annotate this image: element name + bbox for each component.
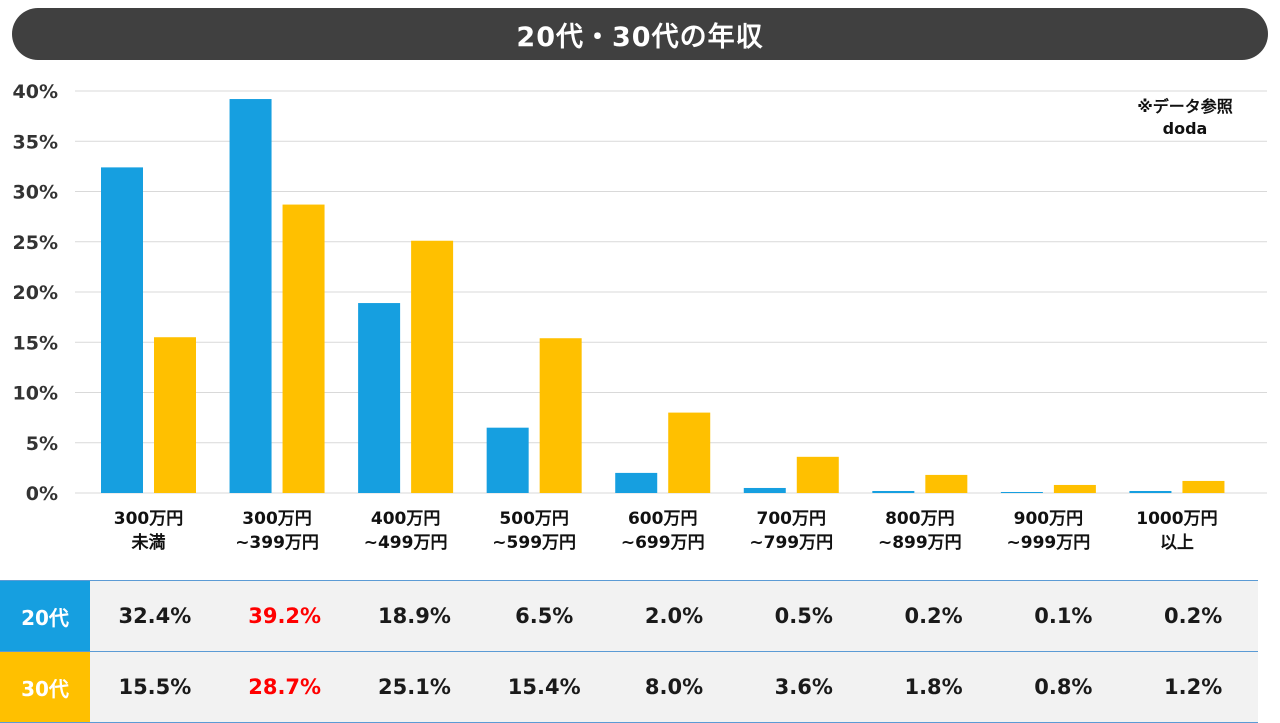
chart-title: 20代・30代の年収 xyxy=(516,21,764,53)
row-label: 30代 xyxy=(0,652,90,722)
bar-series1 xyxy=(101,167,143,493)
x-tick-label: ~499万円 xyxy=(364,533,448,553)
table-cell: 39.2% xyxy=(248,604,322,628)
y-tick-label: 40% xyxy=(13,81,58,103)
bar-series1 xyxy=(872,490,915,493)
bar-series2 xyxy=(668,412,711,493)
y-tick-label: 5% xyxy=(26,433,58,455)
bar-series2 xyxy=(1053,484,1096,493)
table-cell: 6.5% xyxy=(515,604,574,628)
y-tick-label: 0% xyxy=(26,483,58,505)
row-label: 20代 xyxy=(0,581,90,651)
bar-series2 xyxy=(154,337,196,493)
bar-series2 xyxy=(925,474,968,493)
table-row: 30代 15.5% 28.7% 25.1% 15.4% 8.0% 3.6% 1.8% 0.8% 1… xyxy=(0,651,1258,723)
table-cell: 0.1% xyxy=(1034,604,1093,628)
table-cell: 18.9% xyxy=(378,604,451,628)
bar-series2 xyxy=(796,456,839,493)
y-tick-label: 35% xyxy=(13,131,58,153)
bar-series1 xyxy=(615,472,658,493)
data-table: 20代 32.4% 39.2% 18.9% 6.5% 2.0% 0.5% 0.2% 0.1% 0.… xyxy=(0,580,1258,723)
x-tick-label: ~799万円 xyxy=(749,533,833,553)
y-tick-label: 30% xyxy=(13,182,58,204)
table-cell: 2.0% xyxy=(644,604,704,628)
source-note-label: ※データ参照 xyxy=(1137,97,1233,116)
table-cell: 0.5% xyxy=(774,604,833,628)
x-tick-label: ~599万円 xyxy=(492,533,576,553)
table-row: 20代 32.4% 39.2% 18.9% 6.5% 2.0% 0.5% 0.2% 0.1% 0.… xyxy=(0,580,1258,651)
y-tick-label: 15% xyxy=(13,332,58,354)
table-cell: 1.2% xyxy=(1164,675,1223,699)
bar-series1 xyxy=(1000,491,1043,493)
table-cell: 0.8% xyxy=(1034,675,1093,699)
y-tick-label: 10% xyxy=(13,383,58,405)
x-tick-label: 300万円 xyxy=(114,509,184,529)
bar-series1 xyxy=(358,303,401,493)
table-cell: 28.7% xyxy=(248,675,322,699)
table-cell: 15.4% xyxy=(507,675,581,699)
table-cell: 0.2% xyxy=(904,604,963,628)
table-cell: 0.2% xyxy=(1164,604,1223,628)
bar-series1 xyxy=(1129,490,1172,493)
bar-series2 xyxy=(1182,480,1225,493)
x-tick-label: 1000万円 xyxy=(1136,509,1217,529)
table-cell: 15.5% xyxy=(118,675,192,699)
bar-series1 xyxy=(229,99,272,493)
x-tick-label: 900万円 xyxy=(1014,509,1084,529)
x-tick-label: ~699万円 xyxy=(621,533,705,553)
x-tick-label: 600万円 xyxy=(628,509,698,529)
source-note: ※データ参照 doda xyxy=(1130,96,1240,140)
y-tick-label: 20% xyxy=(13,282,58,304)
bar-series1 xyxy=(743,487,786,493)
bar-series2 xyxy=(411,240,454,493)
table-cell: 1.8% xyxy=(904,675,963,699)
x-tick-label: ~399万円 xyxy=(235,533,319,553)
x-tick-label: 未満 xyxy=(131,532,166,553)
x-tick-label: ~899万円 xyxy=(878,533,962,553)
table-cell: 32.4% xyxy=(118,604,192,628)
x-tick-label: 以上 xyxy=(1160,533,1194,553)
bar-series2 xyxy=(282,204,325,493)
table-cell: 25.1% xyxy=(378,675,451,699)
chart-title-bar: 20代・30代の年収 xyxy=(12,8,1268,60)
x-tick-label: 800万円 xyxy=(885,509,955,529)
y-tick-label: 25% xyxy=(13,232,58,254)
table-cell: 8.0% xyxy=(644,675,704,699)
x-tick-label: 700万円 xyxy=(757,509,827,529)
bar-series1 xyxy=(486,427,529,493)
x-tick-label: 400万円 xyxy=(371,509,441,529)
x-tick-label: 300万円 xyxy=(242,509,312,529)
table-cell: 3.6% xyxy=(774,675,833,699)
source-note-source: doda xyxy=(1162,119,1208,138)
x-tick-label: ~999万円 xyxy=(1007,533,1091,553)
x-tick-label: 500万円 xyxy=(499,509,569,529)
bar-series2 xyxy=(539,338,582,493)
